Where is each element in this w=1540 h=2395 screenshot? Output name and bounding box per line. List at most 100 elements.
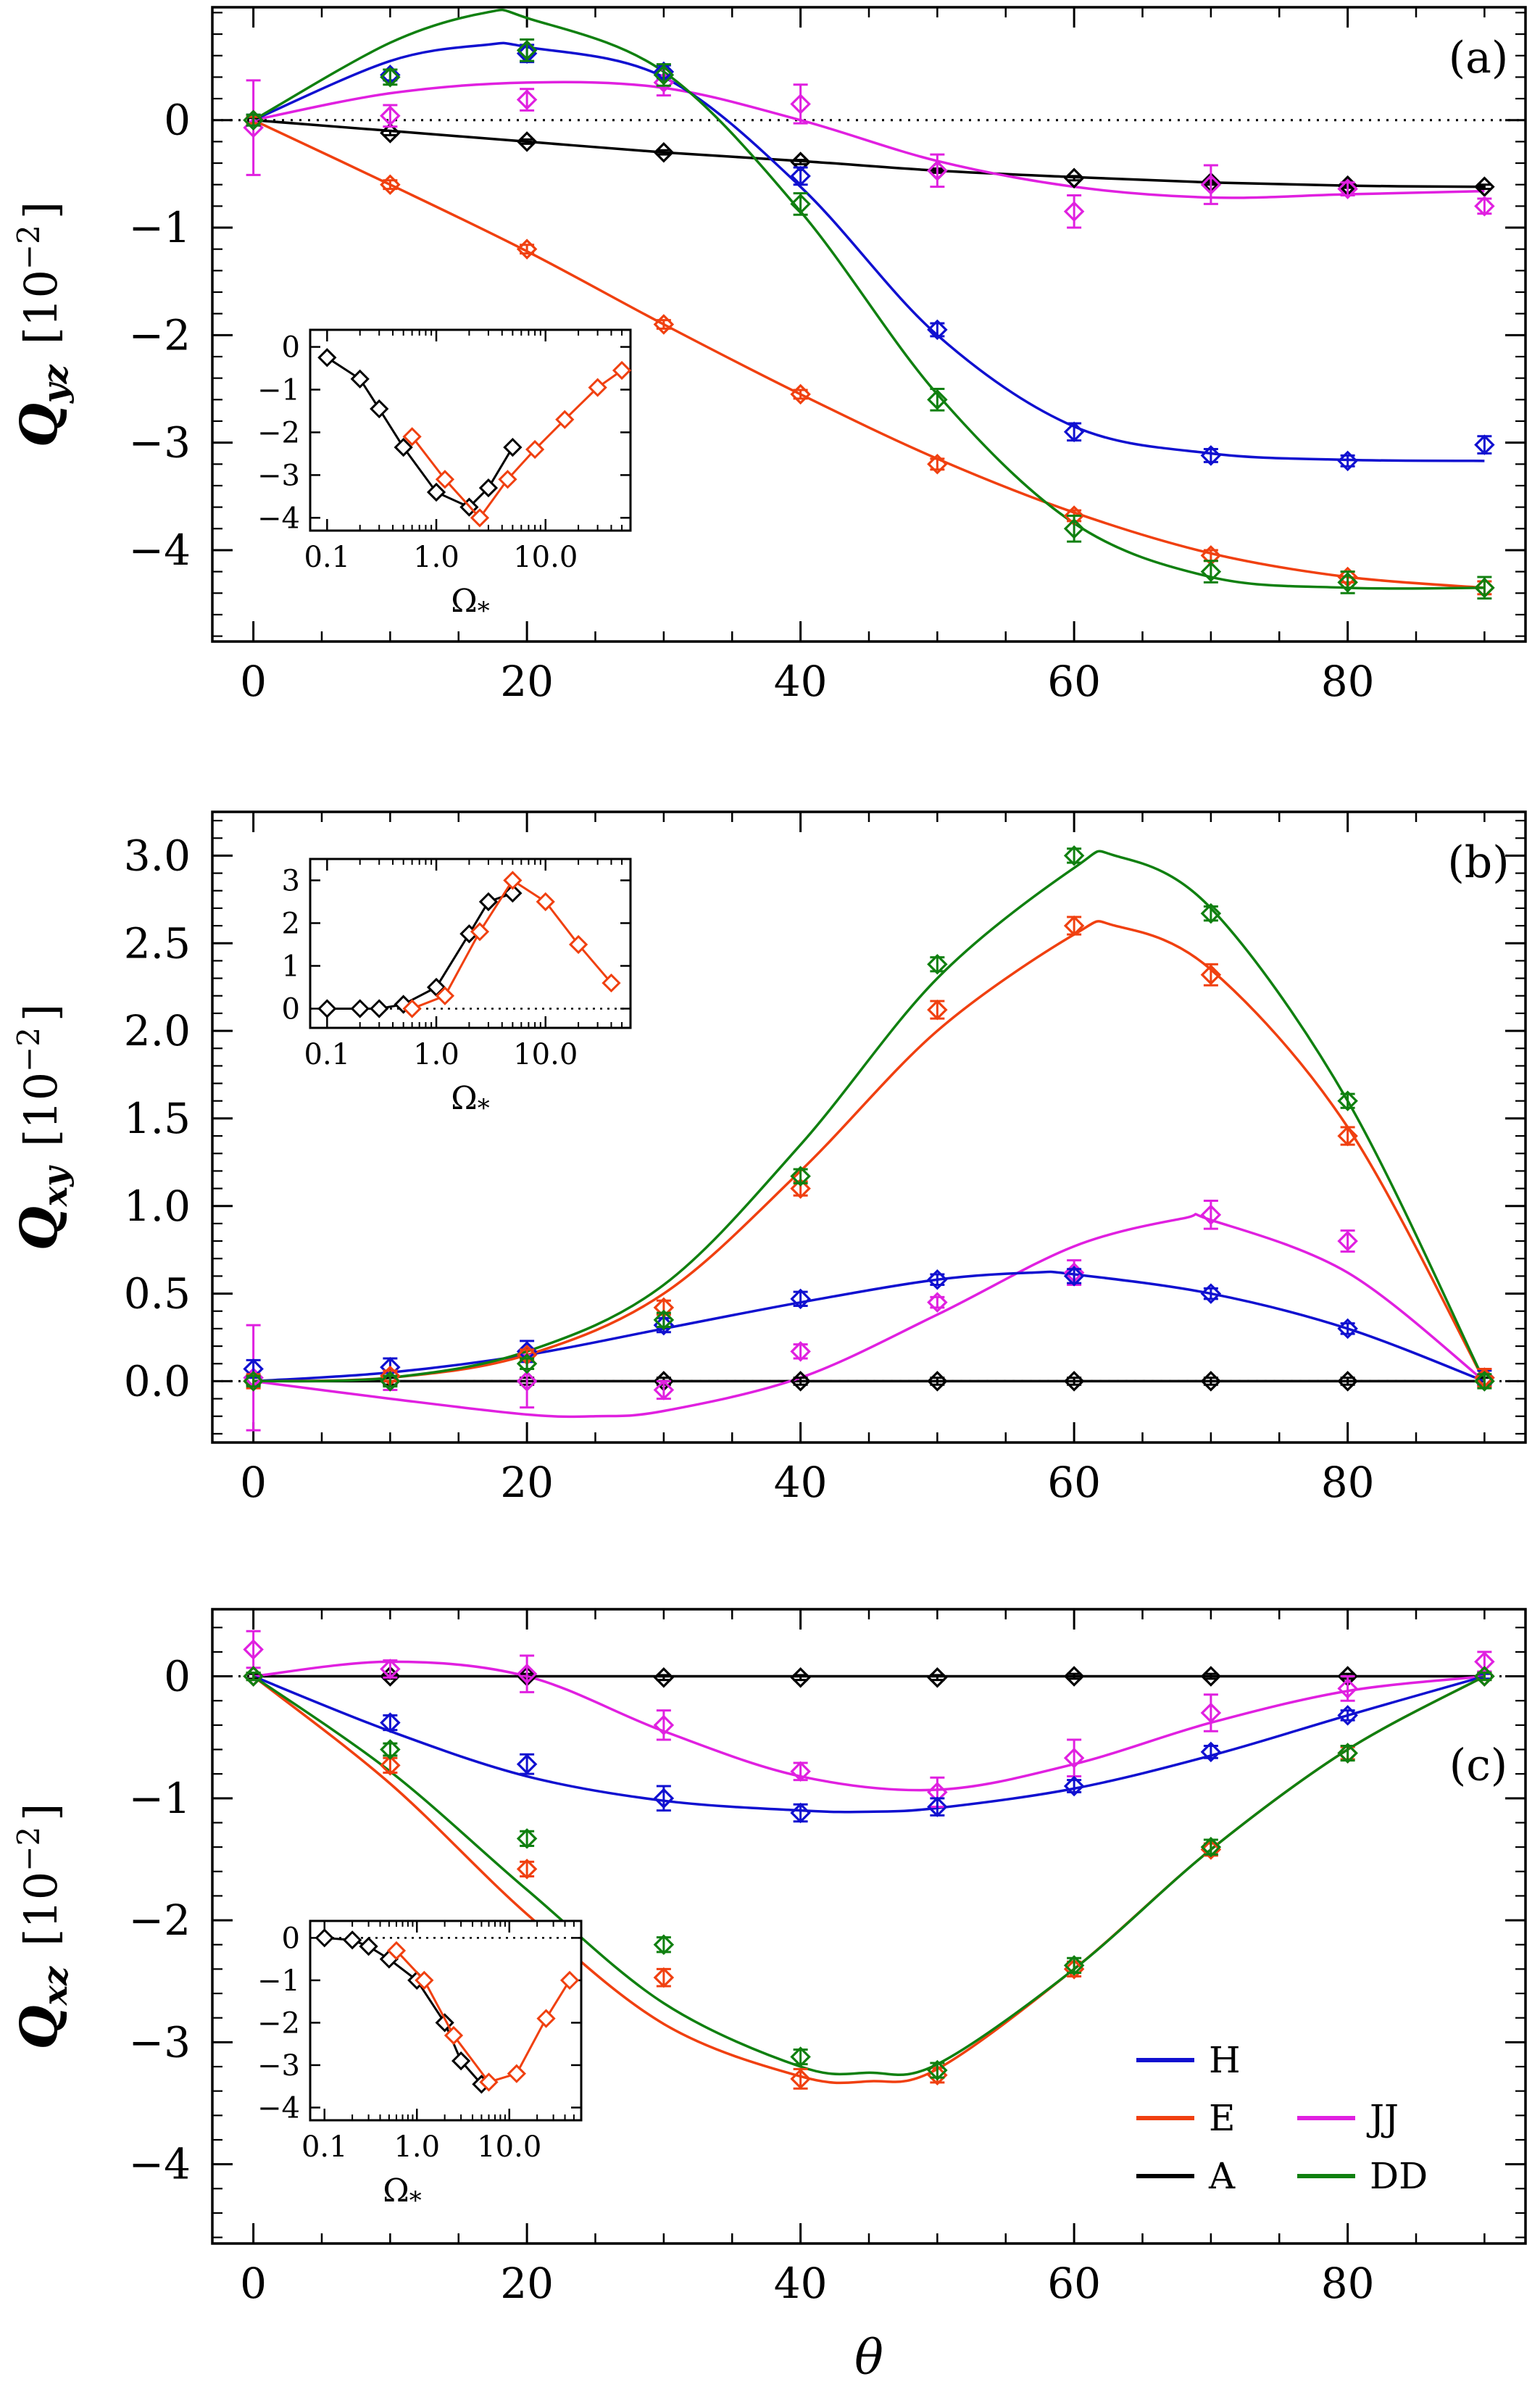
data-point-H — [927, 319, 948, 341]
data-point-A — [516, 131, 538, 152]
inset-x-tick-label: 10.0 — [513, 1038, 578, 1071]
y-tick-label: 0 — [164, 96, 191, 145]
data-point-E — [380, 174, 401, 195]
data-point-JJ — [380, 1659, 401, 1680]
x-tick-label: 40 — [774, 657, 828, 706]
inset-point-E — [386, 1941, 407, 1961]
inset-point-E — [503, 871, 523, 890]
inset-point-E — [507, 2064, 526, 2083]
data-point-DD — [1200, 1836, 1222, 1858]
inset-point-E — [444, 2025, 464, 2046]
data-point-DD — [790, 1166, 811, 1187]
fit-curve-H — [252, 1674, 1485, 1814]
data-point-H — [1200, 1283, 1222, 1304]
data-point-DD — [1474, 577, 1495, 599]
x-tick-label: 40 — [774, 2259, 828, 2308]
data-point-H — [927, 1796, 948, 1817]
fit-curve-DD — [252, 1675, 1486, 2076]
inset-point-E — [415, 1970, 434, 1991]
inset-x-axis-symbol: Ω — [451, 1080, 477, 1117]
inset-y-tick-label: 0 — [282, 1922, 300, 1955]
data-point-JJ — [1337, 1230, 1358, 1252]
inset-point-E — [435, 986, 455, 1005]
inset-y-tick-label: −2 — [257, 416, 300, 449]
y-tick-label: 2.5 — [124, 918, 191, 968]
y-axis-exponent: −2 — [11, 1027, 46, 1072]
data-point-DD — [380, 1739, 401, 1760]
data-point-E — [790, 1178, 811, 1199]
data-point-DD — [1200, 561, 1222, 582]
inset-point-E — [588, 378, 607, 397]
data-point-DD — [1337, 572, 1358, 593]
data-point-A — [653, 1666, 675, 1688]
y-tick-label: 1.5 — [124, 1094, 191, 1143]
data-point-DD — [1063, 518, 1085, 539]
data-point-A — [1063, 167, 1085, 189]
x-tick-label: 40 — [774, 1458, 828, 1507]
inset-a: 0.1 1.0 10.0 0 −1 −2 −3 −4 Ω* — [257, 328, 632, 626]
inset-x-tick-label: 1.0 — [413, 1038, 459, 1071]
x-tick-label: 20 — [500, 657, 554, 706]
inset-point-E — [479, 2072, 499, 2092]
panel-label-c: (c) — [1449, 1740, 1507, 1791]
data-point-DD — [516, 1353, 538, 1374]
inset-x-tick-label: 10.0 — [477, 2130, 541, 2164]
y-axis-bracket: ] — [14, 1803, 67, 1821]
data-point-E — [1337, 1125, 1358, 1147]
inset-point-A — [350, 999, 370, 1018]
data-point-H — [1337, 1705, 1358, 1726]
inset-x-axis-symbol: Ω — [383, 2172, 409, 2209]
panel-b: 0 20 40 60 800.00.51.01.52.02.53.0 (b)Qxy[10−… — [9, 810, 1527, 1507]
fit-curve-A — [253, 118, 1485, 188]
data-point-A — [1200, 1666, 1222, 1687]
inset-y-tick-label: −4 — [257, 502, 300, 535]
y-axis-bracket: ] — [14, 202, 67, 219]
inset-x-axis-subscript: * — [478, 597, 490, 626]
inset-y-tick-label: −1 — [257, 374, 300, 407]
inset-point-A — [426, 482, 446, 502]
panel-label-b: (b) — [1447, 837, 1509, 888]
data-point-A — [1063, 1371, 1085, 1392]
inset-point-A — [394, 437, 413, 457]
y-axis-label: Qxz [10−2] — [9, 1803, 75, 2050]
data-point-DD — [653, 65, 675, 86]
data-point-E — [380, 1755, 401, 1776]
data-point-DD — [927, 389, 948, 410]
legend-label-JJ: JJ — [1366, 2097, 1399, 2139]
plot-frame — [211, 6, 1527, 643]
y-tick-label: −2 — [129, 310, 191, 360]
y-tick-label: −2 — [129, 1896, 191, 1945]
data-point-JJ — [380, 105, 401, 127]
inset-point-E — [612, 360, 632, 381]
data-point-E — [790, 383, 811, 405]
data-point-A — [927, 1371, 948, 1392]
inset-y-tick-label: −3 — [257, 459, 300, 492]
data-point-DD — [1200, 902, 1222, 924]
data-point-JJ — [1200, 174, 1222, 195]
legend-label-A: A — [1208, 2155, 1236, 2197]
y-tick-label: −4 — [129, 2140, 191, 2189]
data-point-A — [1200, 1371, 1222, 1392]
data-point-JJ — [516, 1663, 538, 1685]
data-point-E — [927, 999, 948, 1021]
x-tick-label: 20 — [500, 2259, 554, 2308]
data-point-E — [516, 238, 538, 260]
fit-curve-JJ — [253, 80, 1485, 199]
panel-label-a: (a) — [1449, 33, 1509, 83]
x-tick-label: 20 — [500, 1458, 554, 1507]
inset-point-A — [317, 999, 337, 1018]
data-point-A — [653, 141, 675, 163]
y-axis-label: Qxy [10−2] — [9, 1004, 75, 1250]
data-point-JJ — [1474, 1651, 1495, 1672]
panel-a: 0 20 40 60 800−1−2−3−4(a)Qyz[10−2]0.1 1.0 10.0… — [9, 6, 1527, 706]
x-tick-label: 0 — [240, 657, 267, 706]
fit-curve-H — [253, 1270, 1486, 1383]
inset-point-E — [568, 934, 588, 955]
inset-x-tick-label: 0.1 — [304, 1038, 351, 1071]
inset-y-tick-label: 0 — [282, 992, 300, 1026]
data-point-DD — [243, 1666, 264, 1687]
inset-point-E — [555, 410, 575, 429]
y-tick-label: 3.0 — [124, 831, 191, 880]
data-point-JJ — [1474, 196, 1495, 217]
x-tick-label: 80 — [1321, 2259, 1375, 2308]
